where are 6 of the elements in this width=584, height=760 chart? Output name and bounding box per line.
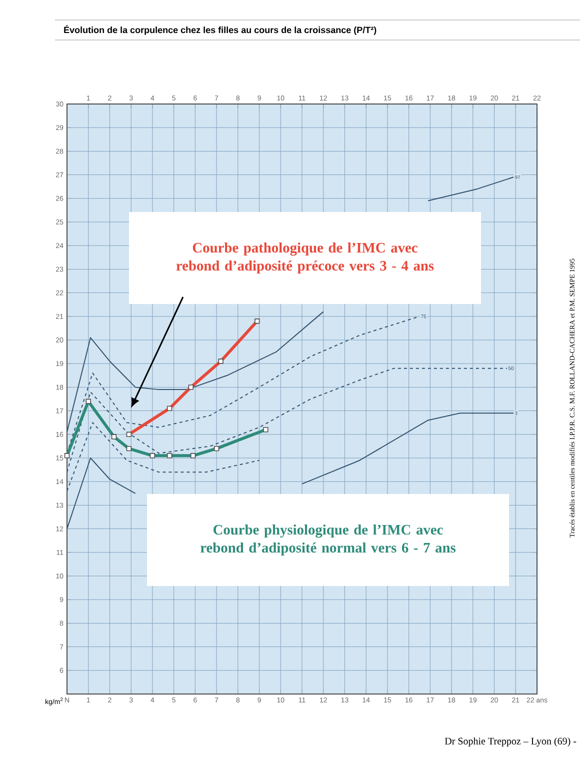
text: Dr Sophie Treppoz – Lyon (69) - xyxy=(444,737,576,747)
annotation: Courbe pathologique de l’IMC avec rebond d’adiposité précoce vers 3 - 4 ans xyxy=(176,242,434,274)
chart-title: Évolution de la corpulence chez les filles au cours de la croissance (P/T²) xyxy=(64,25,376,35)
line-series xyxy=(66,422,260,492)
line-series xyxy=(66,368,508,473)
annotation: Courbe physiologique de l’IMC avec rebond d’adiposité normal vers 6 - 7 ans xyxy=(200,524,456,556)
